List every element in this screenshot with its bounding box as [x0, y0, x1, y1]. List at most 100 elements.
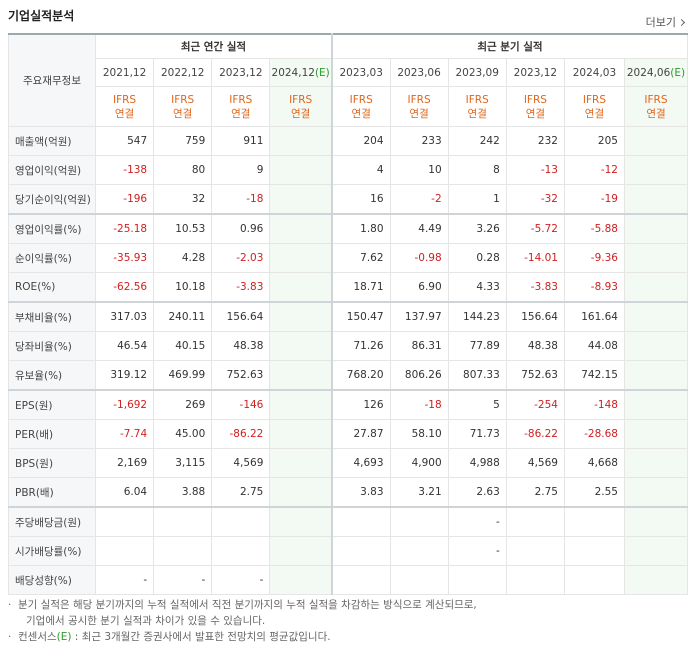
- cell: -86.22: [211, 419, 271, 449]
- cell: [623, 243, 689, 273]
- cell: [269, 184, 333, 215]
- cell: 9: [211, 155, 271, 185]
- cell: [269, 477, 333, 508]
- standard-header: IFRS 연결: [269, 86, 333, 127]
- data-row: 유보율(%) 319.12 469.99 752.63 768.20 806.26 807.…: [8, 360, 689, 391]
- cell: -9.36: [563, 243, 625, 273]
- cell: [269, 360, 333, 391]
- period: 2023,06: [397, 66, 441, 79]
- cell: 806.26: [389, 360, 449, 391]
- section-title: 기업실적분석: [8, 9, 75, 23]
- cell: -1,692: [94, 389, 155, 420]
- cell: -32: [505, 184, 565, 215]
- scope: 연결: [525, 107, 546, 120]
- more-link[interactable]: 더보기: [645, 14, 686, 30]
- cell: [269, 155, 333, 185]
- cell: 911: [211, 126, 271, 156]
- cell: 2,169: [94, 448, 155, 478]
- cell: 58.10: [389, 419, 449, 449]
- cell: 0.28: [447, 243, 507, 273]
- cell: -: [447, 536, 507, 566]
- estimate-mark: (E): [670, 66, 686, 79]
- row-label: 당기순이익(억원): [8, 184, 96, 215]
- data-row: 배당성향(%) - - -: [8, 565, 689, 595]
- cell: 4,900: [389, 448, 449, 478]
- cell: 27.87: [330, 419, 391, 449]
- cell: -25.18: [94, 213, 155, 244]
- cell: [623, 389, 689, 420]
- period-header: 2024,06(E): [623, 58, 689, 87]
- cell: [623, 565, 689, 595]
- notes: 분기 실적은 해당 분기까지의 누적 실적에서 직전 분기까지의 누적 실적을 …: [8, 597, 477, 645]
- cell: [153, 536, 213, 566]
- standard-header: IFRS 연결: [153, 86, 213, 127]
- data-row: 부채비율(%) 317.03 240.11 156.64 150.47 137.97 144…: [8, 301, 689, 332]
- cell: [623, 331, 689, 361]
- scope: 연결: [231, 107, 251, 120]
- cell: 319.12: [94, 360, 155, 391]
- cell: -148: [563, 389, 625, 420]
- data-row: 매출액(억원) 547 759 911 204 233 242 232 205: [8, 126, 689, 156]
- standard-header: IFRS 연결: [211, 86, 271, 127]
- cell: [623, 301, 689, 332]
- row-label: EPS(원): [8, 389, 96, 420]
- cell: 40.15: [153, 331, 213, 361]
- cell: -196: [94, 184, 155, 215]
- standard-header: IFRS 연결: [330, 86, 391, 127]
- cell: 469.99: [153, 360, 213, 391]
- cell: 150.47: [330, 301, 391, 332]
- period-header: 2021,12: [94, 58, 155, 87]
- cell: [623, 506, 689, 537]
- cell: [269, 126, 333, 156]
- more-label[interactable]: 더보기: [645, 16, 676, 29]
- period-row: 2021,12 2022,12 2023,12 2024,12(E) 2023,03 20…: [9, 58, 689, 87]
- cell: 205: [563, 126, 625, 156]
- cell: -28.68: [563, 419, 625, 449]
- cell: 2.63: [447, 477, 507, 508]
- cell: -62.56: [94, 272, 155, 303]
- cell: -5.88: [563, 213, 625, 244]
- standard-header: IFRS 연결: [94, 86, 155, 127]
- data-row: EPS(원) -1,692 269 -146 126 -18 5 -254 -148: [8, 389, 689, 420]
- cell: 4.49: [389, 213, 449, 244]
- cell: 10.53: [153, 213, 213, 244]
- cell: [269, 565, 333, 595]
- cell: -2: [389, 184, 449, 215]
- standard-header: IFRS 연결: [623, 86, 689, 127]
- standard: IFRS: [229, 93, 253, 106]
- cell: [269, 536, 333, 566]
- scope: 연결: [646, 107, 666, 120]
- cell: 0.96: [211, 213, 271, 244]
- cell: [623, 213, 689, 244]
- cell: -18: [211, 184, 271, 215]
- cell: 86.31: [389, 331, 449, 361]
- cell: 3.88: [153, 477, 213, 508]
- cell: [623, 155, 689, 185]
- scope: 연결: [173, 107, 193, 120]
- row-label: ROE(%): [8, 272, 96, 303]
- cell: 742.15: [563, 360, 625, 391]
- standard-header: IFRS 연결: [505, 86, 565, 127]
- row-label: 당좌비율(%): [8, 331, 96, 361]
- cell: 5: [447, 389, 507, 420]
- cell: [269, 301, 333, 332]
- period-header: 2023,12: [505, 58, 565, 87]
- cell: 233: [389, 126, 449, 156]
- standard: IFRS: [644, 93, 668, 106]
- cell: 16: [330, 184, 391, 215]
- cell: [505, 536, 565, 566]
- cell: 144.23: [447, 301, 507, 332]
- cell: 1: [447, 184, 507, 215]
- cell: 4,668: [563, 448, 625, 478]
- cell: 317.03: [94, 301, 155, 332]
- row-label: 영업이익(억원): [8, 155, 96, 185]
- standard: IFRS: [465, 93, 489, 106]
- standard-header: IFRS 연결: [447, 86, 507, 127]
- cell: -: [153, 565, 213, 595]
- cell: [389, 565, 449, 595]
- cell: 4: [330, 155, 391, 185]
- standard-header: IFRS 연결: [389, 86, 449, 127]
- period: 2023,12: [219, 66, 263, 79]
- cell: [505, 565, 565, 595]
- cell: [623, 126, 689, 156]
